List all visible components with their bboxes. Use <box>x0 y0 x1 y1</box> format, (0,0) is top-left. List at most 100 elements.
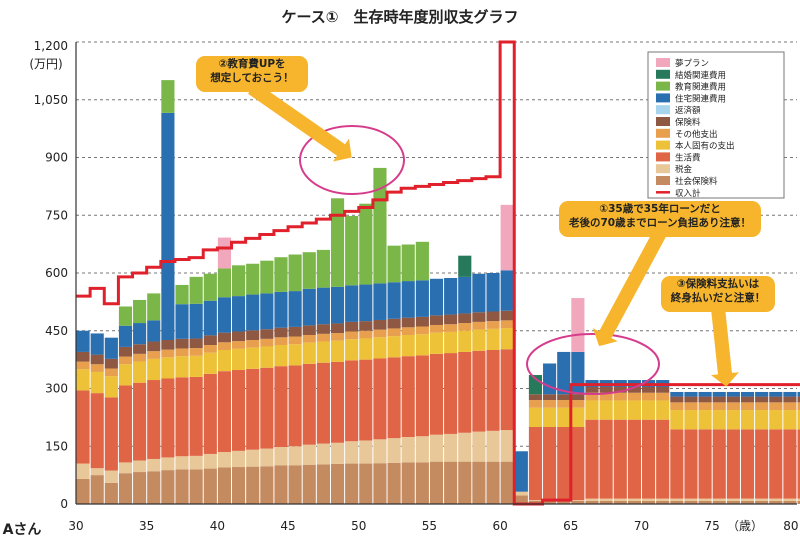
bar-segment <box>217 268 232 298</box>
bar-segment <box>627 500 641 504</box>
bar-segment <box>656 498 670 501</box>
legend-label: 住宅関連費用 <box>675 93 726 104</box>
bar-segment <box>585 386 599 393</box>
legend-label: 夢プラン <box>675 58 709 69</box>
bar-segment <box>740 396 755 403</box>
bar-segment <box>345 441 359 464</box>
bar-segment <box>599 392 613 401</box>
bar-segment <box>147 293 161 321</box>
bar-segment <box>373 337 387 359</box>
legend-label: 返済額 <box>675 105 701 116</box>
bar-segment <box>232 296 246 332</box>
bar-segment <box>288 336 302 345</box>
bar-segment <box>76 478 90 504</box>
bar-segment <box>118 346 133 357</box>
bar-segment <box>161 339 175 350</box>
bar-segment <box>217 297 232 333</box>
bar-segment <box>769 402 783 411</box>
bar-segment <box>359 203 373 285</box>
legend-swatch <box>656 93 670 103</box>
bar-segment <box>302 464 316 504</box>
y-tick-label: 1,050 <box>34 93 68 107</box>
bar-segment <box>472 321 486 330</box>
bar-segment <box>726 498 740 501</box>
bar-segment <box>472 431 486 462</box>
bar-segment <box>274 337 288 345</box>
x-tick-label: 50 <box>351 519 366 533</box>
bar-segment <box>359 338 373 360</box>
bar-segment <box>302 342 316 364</box>
bar-segment <box>288 446 302 466</box>
person-label: Aさん <box>3 522 42 538</box>
bar-segment <box>472 329 486 351</box>
bar-segment <box>401 462 415 504</box>
bar-segment <box>345 331 359 340</box>
bar-segment <box>175 356 189 378</box>
bar-segment <box>684 391 698 397</box>
bar-segment <box>726 410 740 430</box>
bar-segment <box>316 362 330 444</box>
bar-segment <box>217 237 232 269</box>
bar-segment <box>246 347 260 369</box>
bar-segment <box>175 284 189 305</box>
bar-segment <box>543 500 557 504</box>
bar-segment <box>316 464 330 504</box>
bar-segment <box>189 469 203 504</box>
bar-segment <box>656 386 670 393</box>
bar-segment <box>415 316 429 327</box>
bar-segment <box>232 450 246 468</box>
bar-segment <box>203 344 217 353</box>
legend-swatch <box>656 140 670 150</box>
bar-segment <box>698 429 712 499</box>
annotation-arrow <box>592 229 667 347</box>
bar-segment <box>543 363 557 395</box>
bar-segment <box>797 429 800 499</box>
bar-segment <box>557 351 571 395</box>
bar-segment <box>755 402 769 411</box>
legend-label: その他支出 <box>675 129 718 140</box>
income-line <box>76 40 800 506</box>
bar-segment <box>557 400 571 408</box>
bar-segment <box>458 313 472 324</box>
bar-segment <box>429 434 444 462</box>
bar-segment <box>528 500 543 501</box>
bar-segment <box>557 407 571 427</box>
bar-segment <box>627 400 641 420</box>
bar-segment <box>543 394 557 401</box>
bar-segment <box>175 469 189 504</box>
bar-segment <box>613 400 627 420</box>
bar-segment <box>345 463 359 504</box>
bar-segment <box>458 461 472 504</box>
income-line-layer <box>76 40 800 506</box>
bar-segment <box>557 427 571 501</box>
legend-label: 社会保険料 <box>675 176 718 187</box>
bar-segment <box>175 338 189 349</box>
x-tick-label: 60 <box>492 519 507 533</box>
bar-segment <box>401 244 415 282</box>
bar-segment <box>260 260 274 294</box>
bar-segment <box>486 321 500 329</box>
bar-segment <box>769 396 783 403</box>
bar-segment <box>401 437 415 463</box>
legend-label: 本人固有の支出 <box>675 141 735 152</box>
bar-segment <box>330 286 345 324</box>
bar-segment <box>670 396 684 403</box>
bar-segment <box>585 500 599 504</box>
bar-segment <box>585 392 599 401</box>
bar-segment <box>246 368 260 450</box>
bar-segment <box>217 342 232 350</box>
bar-segment <box>76 390 90 464</box>
bar-segment <box>486 430 500 462</box>
bar-segment <box>599 400 613 420</box>
bar-segment <box>274 257 288 292</box>
bar-segment <box>373 463 387 504</box>
bar-segment <box>627 498 641 501</box>
bar-segment <box>458 276 472 314</box>
legend-swatch <box>656 105 670 115</box>
bar-segment <box>104 358 118 369</box>
bar-segment <box>769 410 783 430</box>
legend-swatch <box>656 164 670 174</box>
bar-segment <box>345 321 359 332</box>
bar-segment <box>528 407 543 427</box>
